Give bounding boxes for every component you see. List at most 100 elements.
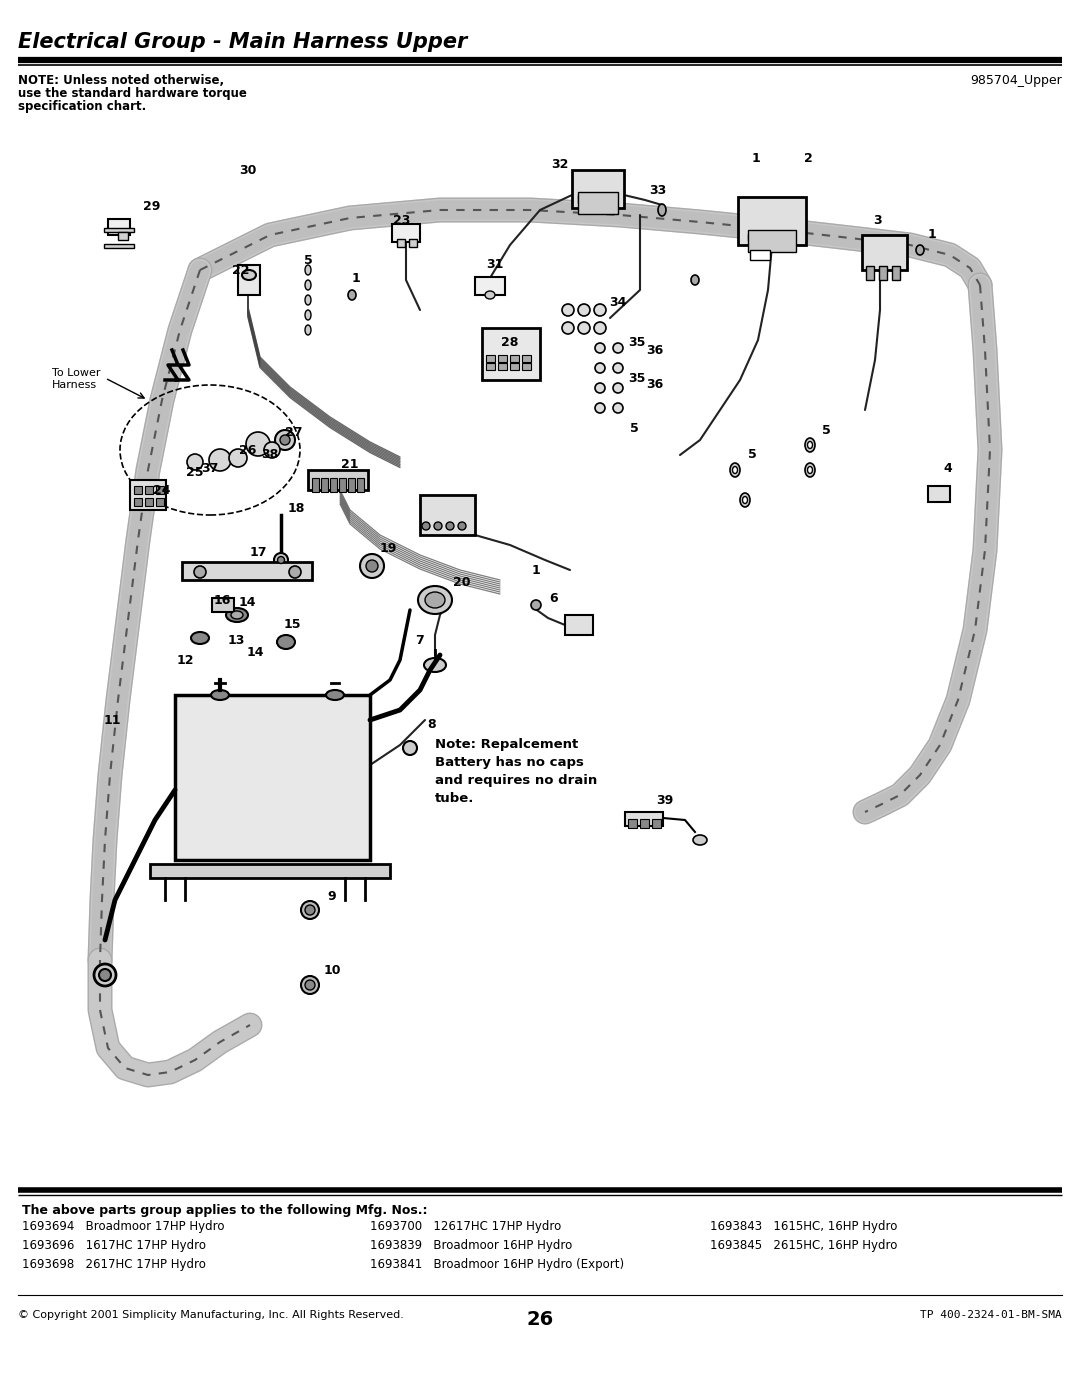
- Ellipse shape: [613, 383, 623, 393]
- Ellipse shape: [730, 462, 740, 476]
- Ellipse shape: [422, 522, 430, 529]
- Ellipse shape: [578, 305, 590, 316]
- Text: 5: 5: [630, 422, 638, 434]
- Text: 8: 8: [428, 718, 436, 732]
- Text: 29: 29: [144, 201, 161, 214]
- Ellipse shape: [187, 454, 203, 469]
- Text: 1: 1: [928, 229, 936, 242]
- Bar: [104, 244, 134, 249]
- Ellipse shape: [226, 608, 248, 622]
- Ellipse shape: [613, 344, 623, 353]
- Ellipse shape: [278, 556, 284, 563]
- Ellipse shape: [805, 462, 815, 476]
- Bar: [397, 239, 405, 247]
- Text: 35: 35: [629, 337, 646, 349]
- Ellipse shape: [403, 740, 417, 754]
- Bar: [348, 478, 355, 492]
- Ellipse shape: [274, 553, 288, 567]
- Bar: [156, 497, 164, 506]
- Bar: [183, 562, 312, 580]
- Ellipse shape: [808, 467, 812, 474]
- Bar: [156, 486, 164, 495]
- Ellipse shape: [231, 610, 243, 619]
- Ellipse shape: [595, 344, 605, 353]
- Ellipse shape: [613, 363, 623, 373]
- Bar: [104, 228, 134, 232]
- Ellipse shape: [418, 585, 453, 615]
- Bar: [498, 355, 507, 362]
- Bar: [522, 355, 531, 362]
- Text: 7: 7: [416, 633, 424, 647]
- Ellipse shape: [693, 835, 707, 845]
- Ellipse shape: [740, 493, 750, 507]
- Text: 9: 9: [327, 890, 336, 904]
- Text: 20: 20: [454, 576, 471, 588]
- Ellipse shape: [264, 441, 280, 458]
- Ellipse shape: [305, 981, 315, 990]
- Ellipse shape: [366, 560, 378, 571]
- Ellipse shape: [424, 658, 446, 672]
- Text: NOTE: Unless noted otherwise,: NOTE: Unless noted otherwise,: [18, 74, 225, 87]
- Bar: [866, 265, 874, 279]
- Ellipse shape: [305, 905, 315, 915]
- Text: 23: 23: [393, 214, 410, 226]
- Bar: [212, 598, 234, 612]
- Text: 19: 19: [379, 542, 396, 555]
- Bar: [578, 191, 618, 214]
- Bar: [565, 615, 593, 636]
- Text: 5: 5: [822, 423, 831, 436]
- Text: 1693694   Broadmoor 17HP Hydro: 1693694 Broadmoor 17HP Hydro: [22, 1220, 225, 1234]
- Text: 36: 36: [646, 344, 663, 356]
- Bar: [134, 497, 141, 506]
- Text: © Copyright 2001 Simplicity Manufacturing, Inc. All Rights Reserved.: © Copyright 2001 Simplicity Manufacturin…: [18, 1310, 404, 1320]
- Bar: [482, 328, 540, 380]
- Bar: [409, 239, 417, 247]
- Bar: [748, 235, 758, 240]
- Bar: [357, 478, 364, 492]
- Ellipse shape: [446, 522, 454, 529]
- Ellipse shape: [211, 690, 229, 700]
- Ellipse shape: [194, 566, 206, 578]
- Bar: [339, 478, 346, 492]
- Ellipse shape: [916, 244, 924, 256]
- Text: Electrical Group - Main Harness Upper: Electrical Group - Main Harness Upper: [18, 32, 468, 52]
- Bar: [640, 819, 649, 828]
- Ellipse shape: [732, 467, 738, 474]
- Ellipse shape: [808, 441, 812, 448]
- Text: 16: 16: [214, 594, 231, 606]
- Bar: [238, 265, 260, 295]
- Ellipse shape: [305, 265, 311, 275]
- Bar: [134, 486, 141, 495]
- Text: 1693700   12617HC 17HP Hydro: 1693700 12617HC 17HP Hydro: [370, 1220, 562, 1234]
- Text: 33: 33: [649, 183, 666, 197]
- Bar: [145, 486, 153, 495]
- Bar: [510, 355, 519, 362]
- Text: 37: 37: [201, 461, 218, 475]
- Bar: [928, 486, 950, 502]
- Text: 26: 26: [526, 1310, 554, 1329]
- Bar: [510, 363, 519, 370]
- Bar: [572, 170, 624, 208]
- Bar: [892, 265, 900, 279]
- Text: 14: 14: [239, 595, 256, 609]
- Text: 5: 5: [747, 448, 756, 461]
- Ellipse shape: [305, 310, 311, 320]
- Bar: [321, 478, 328, 492]
- Ellipse shape: [691, 275, 699, 285]
- Bar: [750, 250, 770, 260]
- Text: 1693841   Broadmoor 16HP Hydro (Export): 1693841 Broadmoor 16HP Hydro (Export): [370, 1259, 624, 1271]
- Bar: [738, 197, 806, 244]
- Text: 25: 25: [186, 465, 204, 479]
- Ellipse shape: [562, 321, 573, 334]
- Text: 12: 12: [176, 654, 193, 666]
- Ellipse shape: [301, 977, 319, 995]
- Ellipse shape: [595, 402, 605, 414]
- Text: 30: 30: [240, 163, 257, 176]
- Ellipse shape: [562, 305, 573, 316]
- Text: 31: 31: [486, 258, 503, 271]
- Text: 22: 22: [232, 264, 249, 277]
- Bar: [118, 232, 129, 240]
- Text: 39: 39: [657, 793, 674, 806]
- Text: 24: 24: [153, 483, 171, 496]
- Bar: [627, 819, 637, 828]
